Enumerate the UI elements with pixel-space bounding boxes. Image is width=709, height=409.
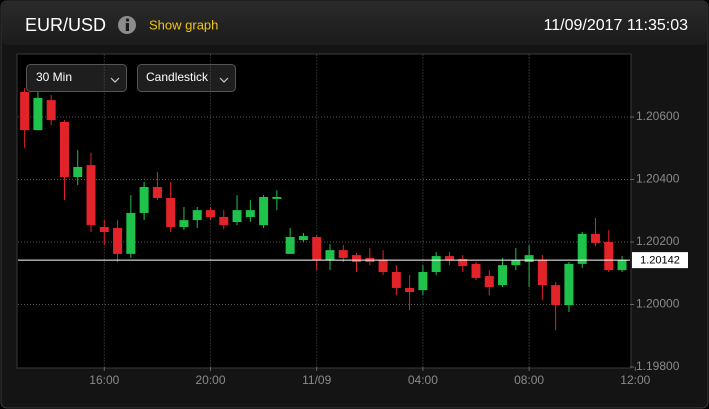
y-tick-label: 1.20200 [636, 234, 680, 248]
candle-body [391, 272, 401, 288]
last-price-box [632, 252, 688, 269]
chart-style-dropdown[interactable]: Candlestick [137, 64, 236, 92]
candle-body [232, 210, 242, 222]
candle-body [551, 285, 561, 306]
candle-body [338, 250, 348, 258]
candle-body [431, 256, 441, 272]
candle-body [46, 100, 56, 121]
x-tick-label: 20:00 [195, 373, 225, 387]
candle-body [617, 260, 627, 271]
x-tick-label: 16:00 [89, 373, 119, 387]
candle-body [458, 258, 468, 267]
candle-body [205, 210, 215, 217]
candle-body [444, 256, 454, 261]
candle-body [113, 227, 123, 254]
candle-body [378, 260, 388, 272]
candle-body [590, 233, 600, 243]
candle-body [325, 250, 335, 261]
candle-body [20, 92, 30, 131]
candle-body [59, 122, 69, 177]
candle-body [99, 227, 109, 232]
candle-body [405, 287, 415, 292]
header-bar [2, 2, 707, 45]
candle-body [245, 210, 255, 217]
candle-body [73, 167, 83, 177]
x-tick-label: 12:00 [620, 373, 650, 387]
candle-body [498, 265, 508, 286]
candle-body [524, 255, 534, 262]
candle-body [219, 217, 229, 226]
candle-body [577, 233, 587, 264]
candle-body [86, 165, 96, 226]
candle-body [166, 197, 176, 227]
candle-body [139, 187, 149, 213]
candle-body [179, 220, 189, 227]
candle-body [272, 197, 282, 199]
y-tick-label: 1.20000 [636, 297, 680, 311]
candle-body [312, 237, 322, 261]
candle-body [33, 97, 43, 131]
candle-body [537, 260, 547, 286]
candle-body [484, 276, 494, 287]
candle-body [604, 242, 614, 271]
candle-body [511, 260, 521, 266]
candle-body [152, 187, 162, 198]
candle-body [564, 263, 574, 306]
timestamp: 11/09/2017 11:35:03 [544, 17, 689, 34]
y-tick-label: 1.20400 [636, 172, 680, 186]
candle-body [259, 197, 269, 226]
plot-area [16, 53, 632, 369]
y-tick-label: 1.20600 [636, 109, 680, 123]
show-graph-link[interactable]: Show graph [149, 17, 218, 32]
interval-value: 30 Min [36, 70, 72, 84]
info-icon[interactable] [118, 16, 136, 34]
candle-body [471, 263, 481, 278]
candle-body [418, 272, 428, 291]
x-tick-label: 08:00 [514, 373, 544, 387]
instrument-title: EUR/USD [25, 15, 106, 35]
interval-dropdown[interactable]: 30 Min [26, 64, 127, 92]
last-price-label: 1.20142 [640, 255, 680, 267]
x-tick-label: 04:00 [408, 373, 438, 387]
candle-body [126, 212, 136, 254]
chart-style-value: Candlestick [146, 70, 209, 84]
candle-body [285, 237, 295, 254]
x-tick-label: 11/09 [302, 373, 331, 387]
candle-body [352, 255, 362, 262]
candle-body [192, 210, 202, 221]
candle-body [298, 236, 308, 241]
y-tick-label: 1.19800 [636, 359, 680, 373]
